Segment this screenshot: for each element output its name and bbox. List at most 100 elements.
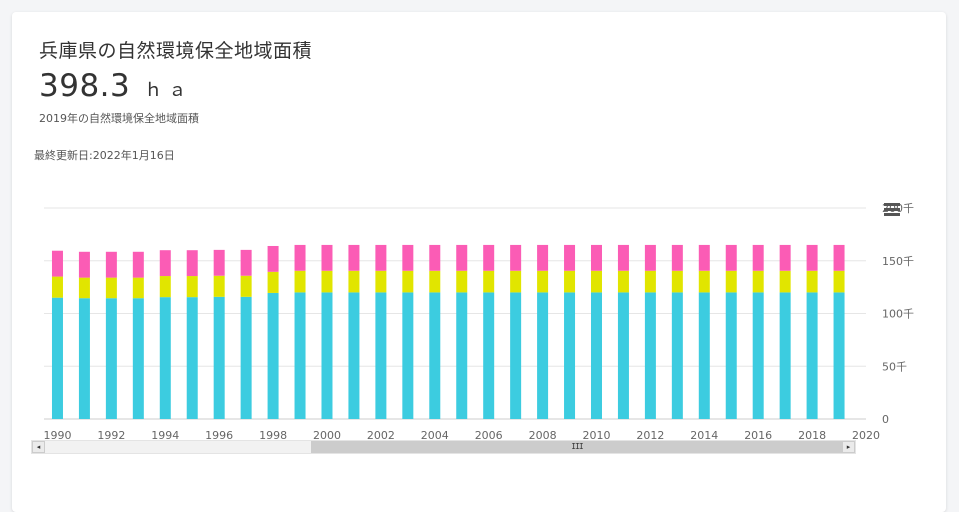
bar-1998-series-1[interactable] xyxy=(267,271,279,293)
bar-2005-series-2[interactable] xyxy=(456,244,468,271)
chart-scrollbar[interactable]: ◂ III ▸ xyxy=(31,440,856,454)
bar-2018-series-1[interactable] xyxy=(806,270,818,293)
bar-2016-series-1[interactable] xyxy=(752,270,764,293)
bar-2014-series-2[interactable] xyxy=(698,244,710,271)
bar-2002-series-2[interactable] xyxy=(375,244,387,271)
bar-1992-series-2[interactable] xyxy=(105,251,117,278)
bar-2003-series-1[interactable] xyxy=(402,270,414,293)
scroll-right-arrow-icon[interactable]: ▸ xyxy=(842,441,855,453)
bar-2018-series-2[interactable] xyxy=(806,244,818,271)
bar-2009-series-1[interactable] xyxy=(564,270,576,293)
bar-2016-series-2[interactable] xyxy=(752,244,764,271)
bar-1995-series-2[interactable] xyxy=(186,250,198,277)
bar-2011-series-2[interactable] xyxy=(617,244,629,271)
bar-2002-series-1[interactable] xyxy=(375,270,387,293)
bar-1991-series-1[interactable] xyxy=(78,277,90,299)
bar-2005-series-0[interactable] xyxy=(456,292,468,419)
bar-2010-series-0[interactable] xyxy=(590,292,602,419)
bar-2013-series-2[interactable] xyxy=(671,244,683,271)
bar-2009-series-2[interactable] xyxy=(564,244,576,271)
chart-menu-icon[interactable] xyxy=(883,201,901,217)
x-tick-label-1998: 1998 xyxy=(259,429,287,442)
bar-2014-series-1[interactable] xyxy=(698,270,710,293)
bar-1993-series-0[interactable] xyxy=(132,298,144,419)
scroll-left-arrow-icon[interactable]: ◂ xyxy=(32,441,45,453)
bar-2019-series-0[interactable] xyxy=(833,292,845,419)
bar-2003-series-2[interactable] xyxy=(402,244,414,271)
bar-1996-series-0[interactable] xyxy=(213,296,225,419)
bar-2009-series-0[interactable] xyxy=(564,292,576,419)
bar-2004-series-0[interactable] xyxy=(429,292,441,419)
bar-2000-series-0[interactable] xyxy=(321,292,333,419)
bar-1990-series-2[interactable] xyxy=(51,250,63,277)
bar-2007-series-2[interactable] xyxy=(510,244,522,271)
bar-2005-series-1[interactable] xyxy=(456,270,468,293)
bar-1995-series-1[interactable] xyxy=(186,276,198,298)
bar-2015-series-1[interactable] xyxy=(725,270,737,293)
bar-1999-series-1[interactable] xyxy=(294,270,306,293)
bar-2017-series-1[interactable] xyxy=(779,270,791,293)
bar-2013-series-0[interactable] xyxy=(671,292,683,419)
bar-2000-series-1[interactable] xyxy=(321,270,333,293)
bar-2008-series-1[interactable] xyxy=(537,270,549,293)
bar-2004-series-2[interactable] xyxy=(429,244,441,271)
bar-1998-series-2[interactable] xyxy=(267,245,279,272)
bar-1999-series-0[interactable] xyxy=(294,292,306,419)
bar-1999-series-2[interactable] xyxy=(294,244,306,271)
bar-2011-series-1[interactable] xyxy=(617,270,629,293)
bar-1997-series-2[interactable] xyxy=(240,249,252,276)
bar-2008-series-2[interactable] xyxy=(537,244,549,271)
bar-1991-series-2[interactable] xyxy=(78,251,90,278)
bar-1994-series-1[interactable] xyxy=(159,276,171,298)
bar-2015-series-0[interactable] xyxy=(725,292,737,419)
bar-1993-series-1[interactable] xyxy=(132,277,144,299)
x-tick-label-1994: 1994 xyxy=(151,429,179,442)
bar-2001-series-1[interactable] xyxy=(348,270,360,293)
bar-2001-series-2[interactable] xyxy=(348,244,360,271)
bar-2001-series-0[interactable] xyxy=(348,292,360,419)
bar-2002-series-0[interactable] xyxy=(375,292,387,419)
bar-series xyxy=(51,244,845,419)
bar-2006-series-2[interactable] xyxy=(483,244,495,271)
bar-2007-series-1[interactable] xyxy=(510,270,522,293)
bar-1996-series-1[interactable] xyxy=(213,275,225,297)
bar-2015-series-2[interactable] xyxy=(725,244,737,271)
bar-2000-series-2[interactable] xyxy=(321,244,333,271)
bar-2019-series-2[interactable] xyxy=(833,244,845,271)
bar-2010-series-2[interactable] xyxy=(590,244,602,271)
bar-1994-series-2[interactable] xyxy=(159,250,171,277)
bar-2017-series-0[interactable] xyxy=(779,292,791,419)
bar-2008-series-0[interactable] xyxy=(537,292,549,419)
bar-2014-series-0[interactable] xyxy=(698,292,710,419)
bar-1993-series-2[interactable] xyxy=(132,251,144,278)
bar-2012-series-0[interactable] xyxy=(644,292,656,419)
bar-2018-series-0[interactable] xyxy=(806,292,818,419)
bar-1991-series-0[interactable] xyxy=(78,298,90,419)
bar-2006-series-0[interactable] xyxy=(483,292,495,419)
bar-1992-series-1[interactable] xyxy=(105,277,117,299)
bar-1992-series-0[interactable] xyxy=(105,298,117,419)
bar-1995-series-0[interactable] xyxy=(186,297,198,419)
scrollbar-thumb[interactable]: III xyxy=(311,441,843,453)
bar-1997-series-1[interactable] xyxy=(240,275,252,297)
bar-1990-series-0[interactable] xyxy=(51,297,63,419)
summary-value-row: 398.3 ｈａ xyxy=(39,68,192,104)
bar-1990-series-1[interactable] xyxy=(51,276,63,298)
bar-2004-series-1[interactable] xyxy=(429,270,441,293)
bar-1994-series-0[interactable] xyxy=(159,297,171,419)
bar-2011-series-0[interactable] xyxy=(617,292,629,419)
bar-1996-series-2[interactable] xyxy=(213,249,225,276)
bar-2006-series-1[interactable] xyxy=(483,270,495,293)
bar-2012-series-2[interactable] xyxy=(644,244,656,271)
bar-2017-series-2[interactable] xyxy=(779,244,791,271)
x-tick-label-2014: 2014 xyxy=(690,429,718,442)
bar-2010-series-1[interactable] xyxy=(590,270,602,293)
bar-2012-series-1[interactable] xyxy=(644,270,656,293)
bar-1998-series-0[interactable] xyxy=(267,292,279,419)
bar-2007-series-0[interactable] xyxy=(510,292,522,419)
bar-2016-series-0[interactable] xyxy=(752,292,764,419)
bar-2019-series-1[interactable] xyxy=(833,270,845,293)
bar-2003-series-0[interactable] xyxy=(402,292,414,419)
bar-2013-series-1[interactable] xyxy=(671,270,683,293)
bar-1997-series-0[interactable] xyxy=(240,296,252,419)
